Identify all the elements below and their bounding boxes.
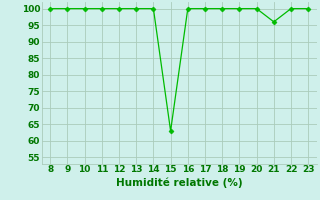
X-axis label: Humidité relative (%): Humidité relative (%) [116,177,243,188]
